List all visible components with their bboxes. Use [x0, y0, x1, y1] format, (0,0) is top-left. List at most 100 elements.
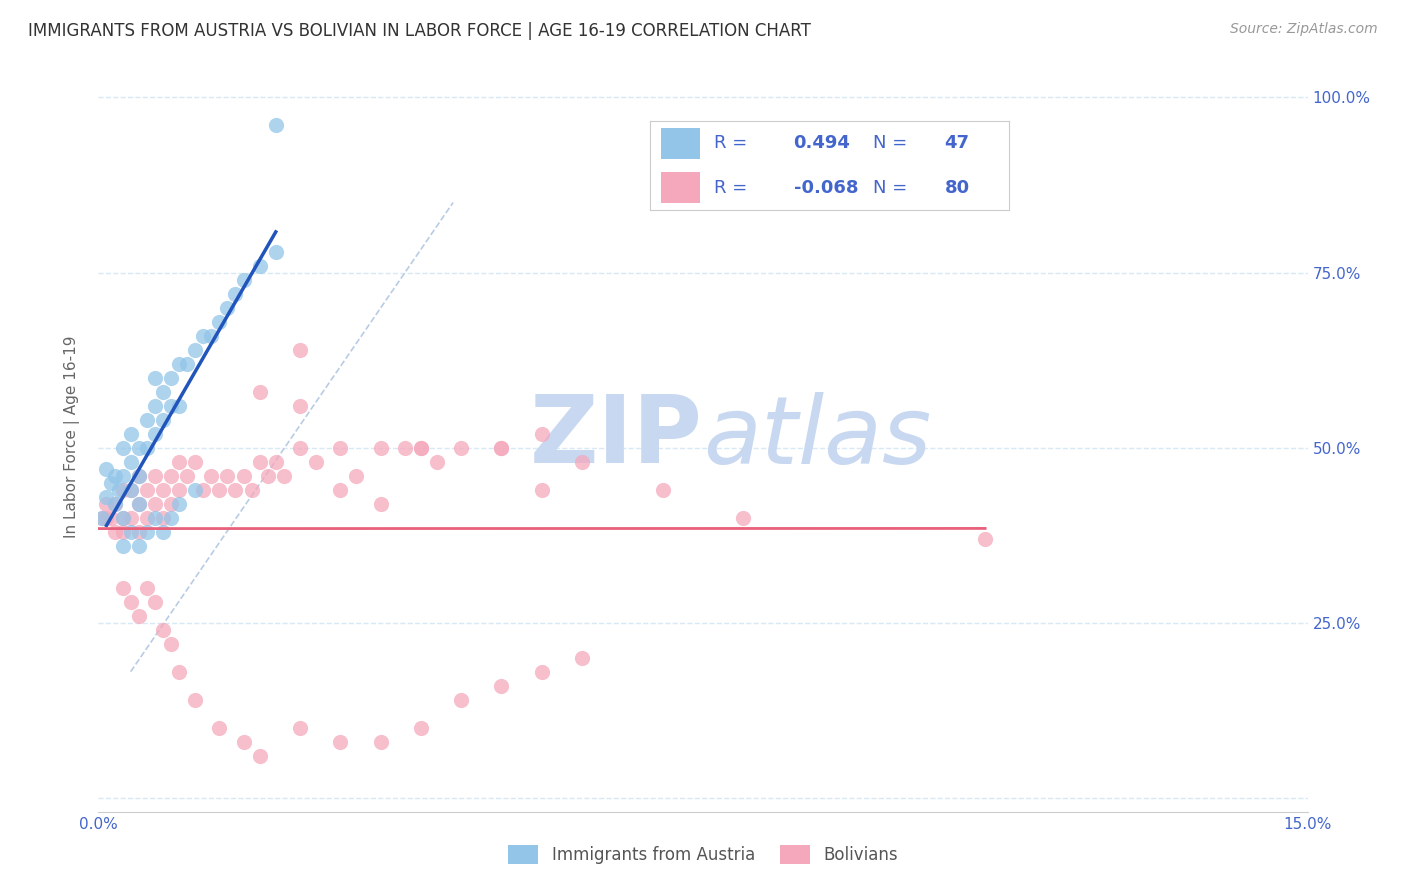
Text: -0.068: -0.068 [793, 178, 858, 197]
Point [232, 734, 254, 748]
Point [103, 468, 125, 483]
Point [232, 468, 254, 483]
Point [288, 343, 311, 357]
Point [135, 483, 157, 497]
Point [143, 399, 166, 413]
Bar [661, 171, 700, 202]
Point [273, 468, 295, 483]
Point [491, 441, 513, 455]
Point [128, 497, 150, 511]
Point [974, 532, 997, 546]
Point [329, 483, 352, 497]
Point [160, 468, 183, 483]
Point [370, 441, 392, 455]
Point [128, 468, 150, 483]
Point [152, 510, 174, 524]
Point [111, 524, 134, 539]
Point [249, 454, 271, 468]
Point [184, 454, 207, 468]
Point [176, 468, 198, 483]
Point [160, 370, 183, 384]
Point [264, 119, 287, 133]
Point [167, 454, 190, 468]
Point [394, 441, 416, 455]
Legend: Immigrants from Austria, Bolivians: Immigrants from Austria, Bolivians [502, 838, 904, 871]
Point [530, 426, 553, 441]
Point [733, 510, 755, 524]
Point [167, 665, 190, 679]
Point [152, 384, 174, 399]
Y-axis label: In Labor Force | Age 16-19: In Labor Force | Age 16-19 [63, 335, 80, 539]
Point [135, 524, 157, 539]
Point [184, 483, 207, 497]
Point [152, 483, 174, 497]
Text: R =: R = [714, 134, 754, 153]
Point [111, 539, 134, 553]
Point [143, 426, 166, 441]
Point [491, 679, 513, 693]
Point [409, 441, 432, 455]
Point [96, 510, 118, 524]
Point [217, 468, 239, 483]
Point [288, 721, 311, 735]
Text: 47: 47 [945, 134, 970, 153]
Point [224, 483, 246, 497]
Point [167, 497, 190, 511]
Point [160, 637, 183, 651]
Text: N =: N = [873, 178, 912, 197]
Text: Source: ZipAtlas.com: Source: ZipAtlas.com [1230, 22, 1378, 37]
Point [135, 412, 157, 426]
Point [409, 441, 432, 455]
Text: atlas: atlas [703, 392, 931, 483]
Point [530, 483, 553, 497]
Point [128, 524, 150, 539]
Point [256, 468, 278, 483]
Point [111, 468, 134, 483]
Point [264, 244, 287, 259]
Point [107, 483, 129, 497]
Point [200, 328, 222, 343]
Point [232, 272, 254, 286]
Text: IMMIGRANTS FROM AUSTRIA VS BOLIVIAN IN LABOR FORCE | AGE 16-19 CORRELATION CHART: IMMIGRANTS FROM AUSTRIA VS BOLIVIAN IN L… [28, 22, 811, 40]
Point [651, 483, 673, 497]
Point [193, 483, 215, 497]
Point [344, 468, 367, 483]
Point [208, 314, 231, 328]
Point [111, 483, 134, 497]
Point [571, 650, 593, 665]
Point [193, 328, 215, 343]
Point [370, 734, 392, 748]
Point [120, 426, 142, 441]
Point [329, 734, 352, 748]
Point [426, 454, 449, 468]
Point [329, 441, 352, 455]
Point [120, 510, 142, 524]
Point [143, 370, 166, 384]
Point [176, 357, 198, 371]
Point [111, 510, 134, 524]
Point [91, 510, 114, 524]
Point [96, 490, 118, 504]
Text: R =: R = [714, 178, 754, 197]
Point [167, 399, 190, 413]
Point [370, 497, 392, 511]
Point [143, 510, 166, 524]
Point [128, 497, 150, 511]
Point [491, 441, 513, 455]
Point [208, 483, 231, 497]
Text: 0.494: 0.494 [793, 134, 851, 153]
Point [143, 497, 166, 511]
Point [111, 441, 134, 455]
Point [120, 483, 142, 497]
Point [160, 510, 183, 524]
Point [288, 441, 311, 455]
Point [152, 524, 174, 539]
Point [128, 441, 150, 455]
Point [167, 483, 190, 497]
Point [264, 454, 287, 468]
Bar [661, 128, 700, 159]
Point [571, 454, 593, 468]
Point [160, 497, 183, 511]
Text: N =: N = [873, 134, 912, 153]
Point [152, 623, 174, 637]
